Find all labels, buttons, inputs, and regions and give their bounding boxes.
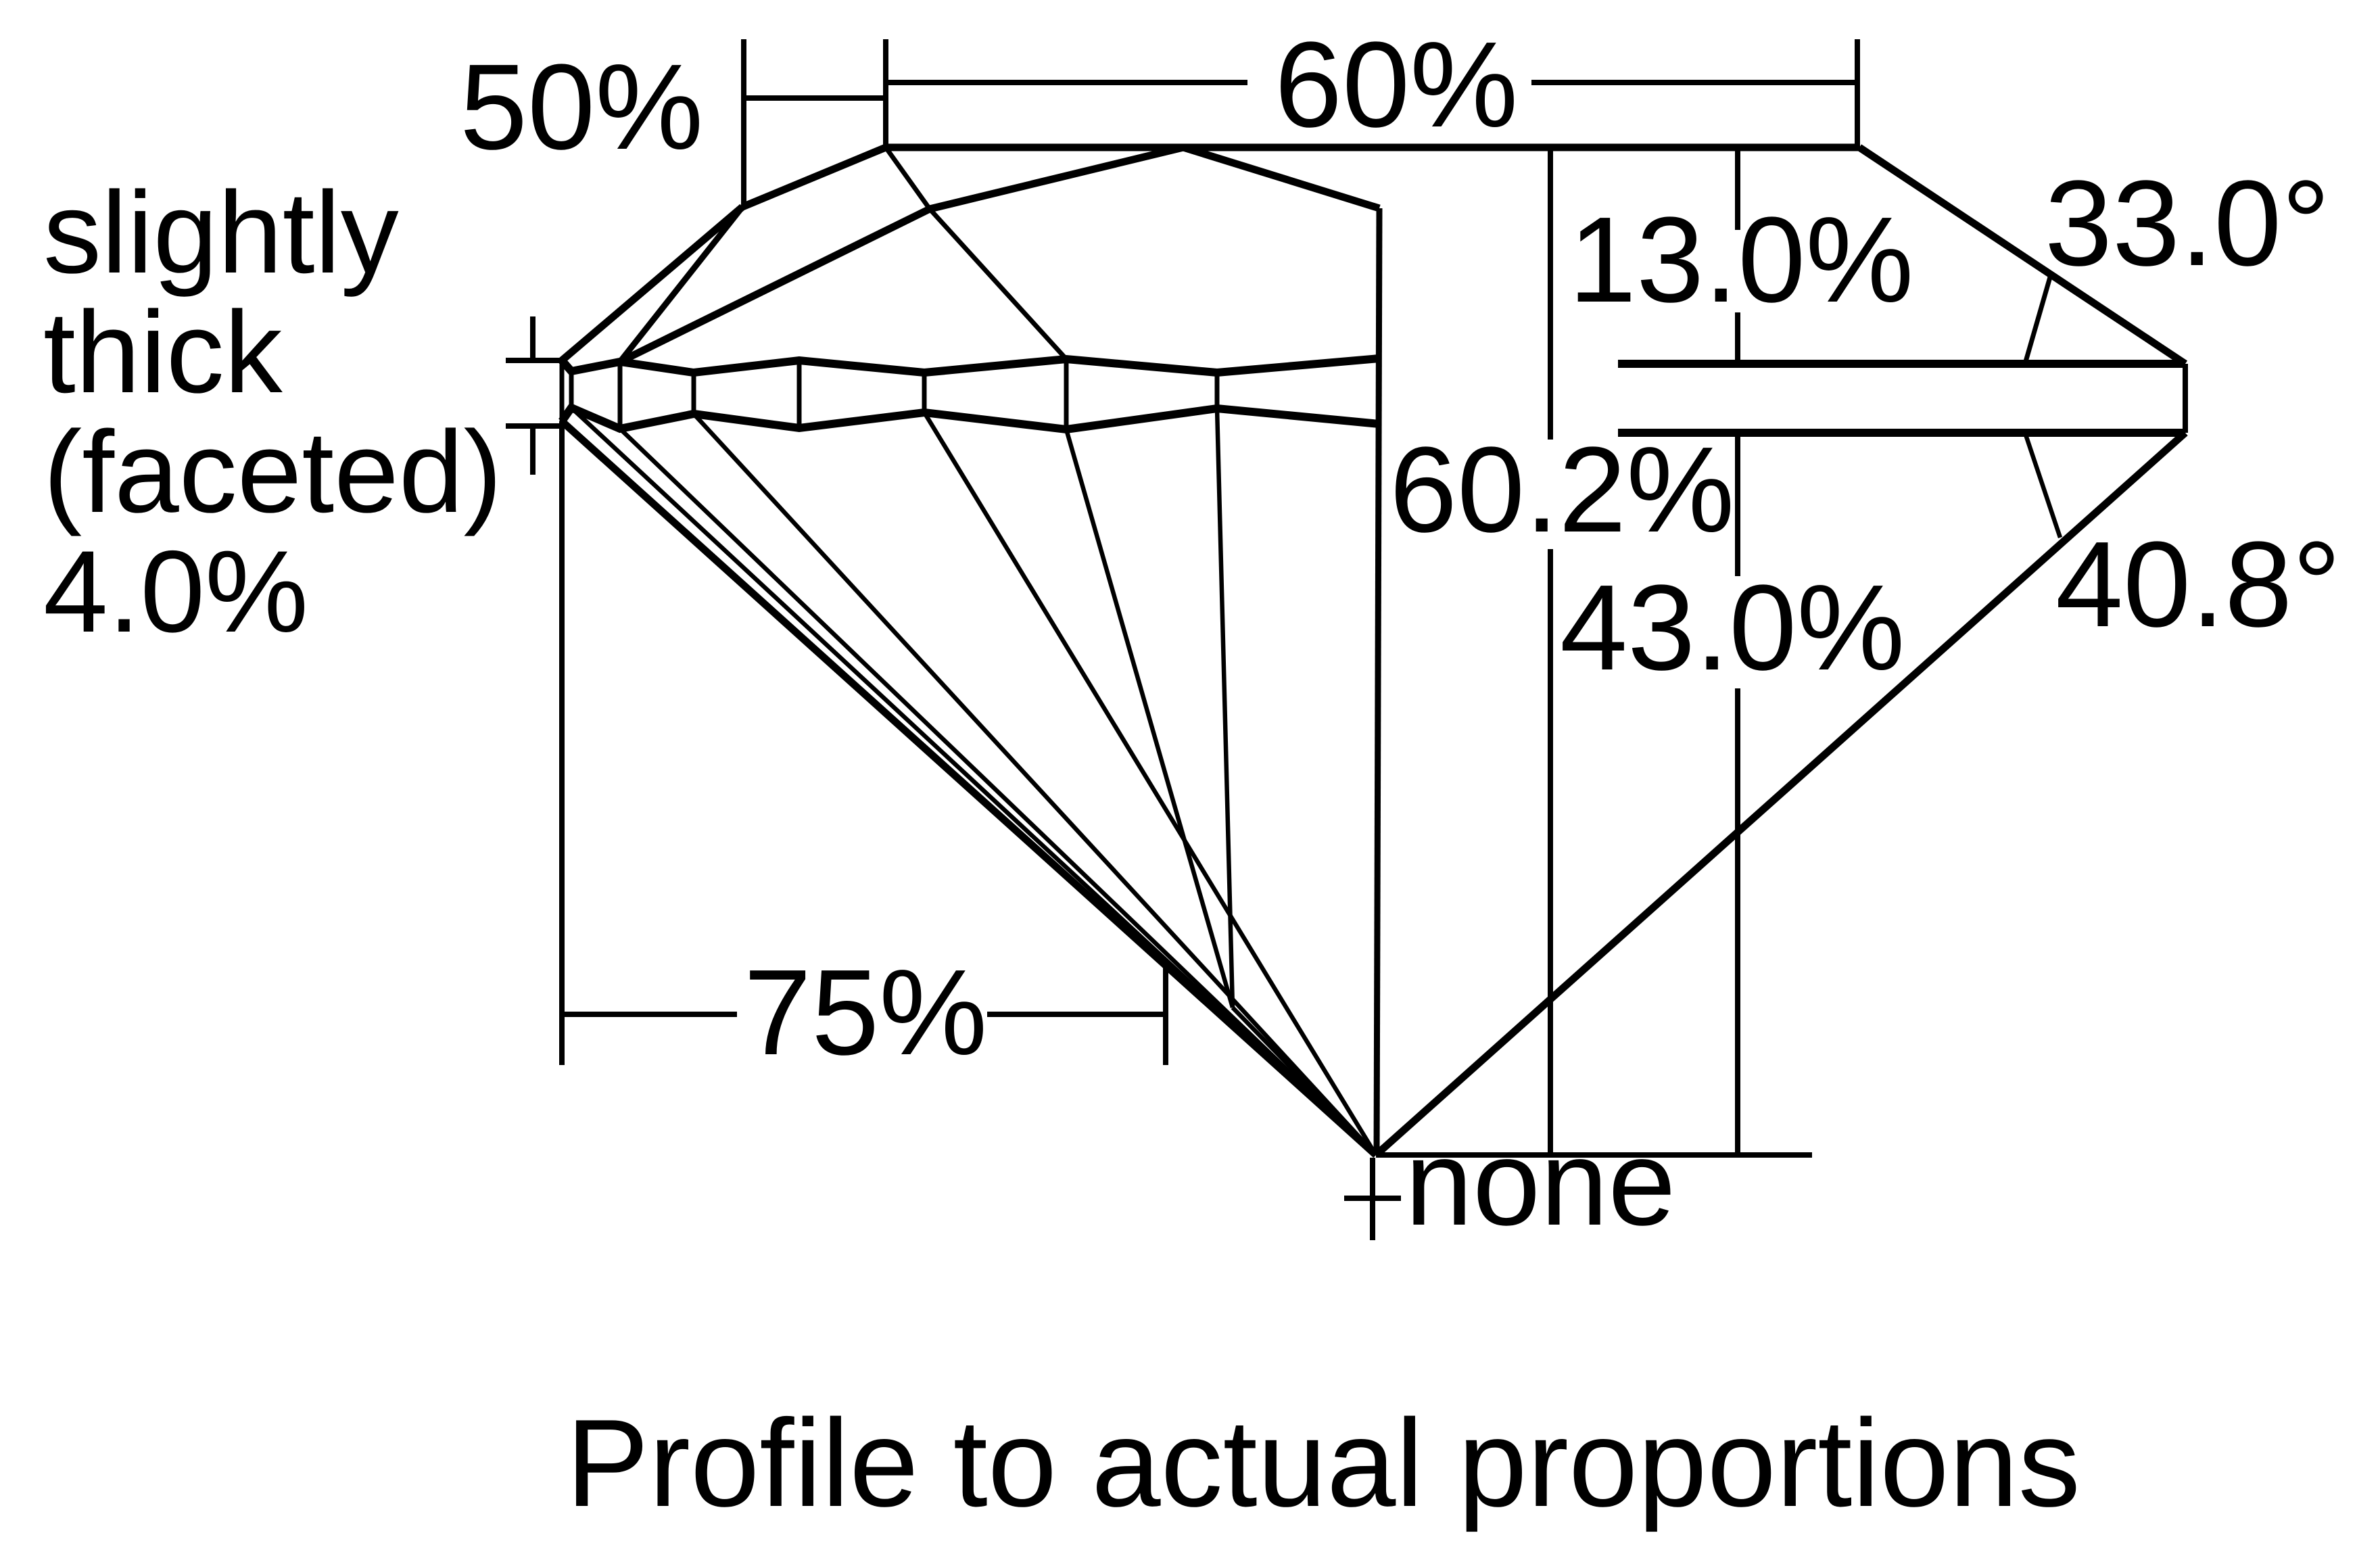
kite-facet-edge-left [928, 143, 1185, 213]
crown-height-label: 13.0% [1569, 192, 1914, 328]
star-length-label: 50% [460, 39, 704, 175]
lower-girdle-to-culet [1231, 1006, 1378, 1157]
girdle-note-line-1: slightly [43, 168, 399, 298]
star-facet-edge [884, 145, 932, 211]
center-facet-line [1373, 208, 1383, 1156]
bezel-facet-edge-b [618, 206, 932, 365]
pavilion-facet-2 [618, 427, 1378, 1157]
kite-facet-edge-right [1182, 143, 1381, 212]
table-size-label: 60% [1275, 17, 1519, 153]
bezel-facet-edge-a [617, 205, 745, 364]
girdle-bottom-edge [558, 402, 1380, 434]
crown-branch-right [2022, 272, 2054, 364]
crown-profile-left-lower [559, 204, 745, 364]
girdle-note-line-3: (faceted) [43, 407, 502, 537]
lower-girdle-facet-right [1214, 408, 1235, 1008]
crown-profile-left-upper [740, 143, 888, 211]
pavilion-facet-4 [922, 411, 1378, 1156]
girdle-top-edge [558, 354, 1380, 377]
total-depth-label: 60.2% [1389, 422, 1735, 558]
diagram-title: Profile to actual proportions [566, 1393, 2080, 1532]
pavilion-angle-label: 40.8° [2055, 517, 2341, 653]
girdle-note-line-2: thick [43, 287, 283, 417]
lower-girdle-facet-left [1064, 429, 1235, 1008]
culet-label: none [1405, 1115, 1676, 1251]
crown-profile-right [1857, 144, 2188, 367]
pavilion-facet-1 [569, 406, 1378, 1157]
pavilion-profile-right [1373, 429, 2188, 1158]
crown-angle-label: 33.0° [2045, 156, 2331, 291]
lower-half-label: 75% [744, 945, 988, 1081]
upper-girdle-facet-edge [928, 207, 1068, 361]
pavilion-profile-left [559, 418, 1379, 1158]
pavilion-branch-right [2022, 431, 2063, 539]
pavilion-depth-label: 43.0% [1560, 560, 1905, 696]
pavilion-facet-3 [692, 412, 1378, 1157]
girdle-note-line-4: 4.0% [43, 527, 309, 657]
